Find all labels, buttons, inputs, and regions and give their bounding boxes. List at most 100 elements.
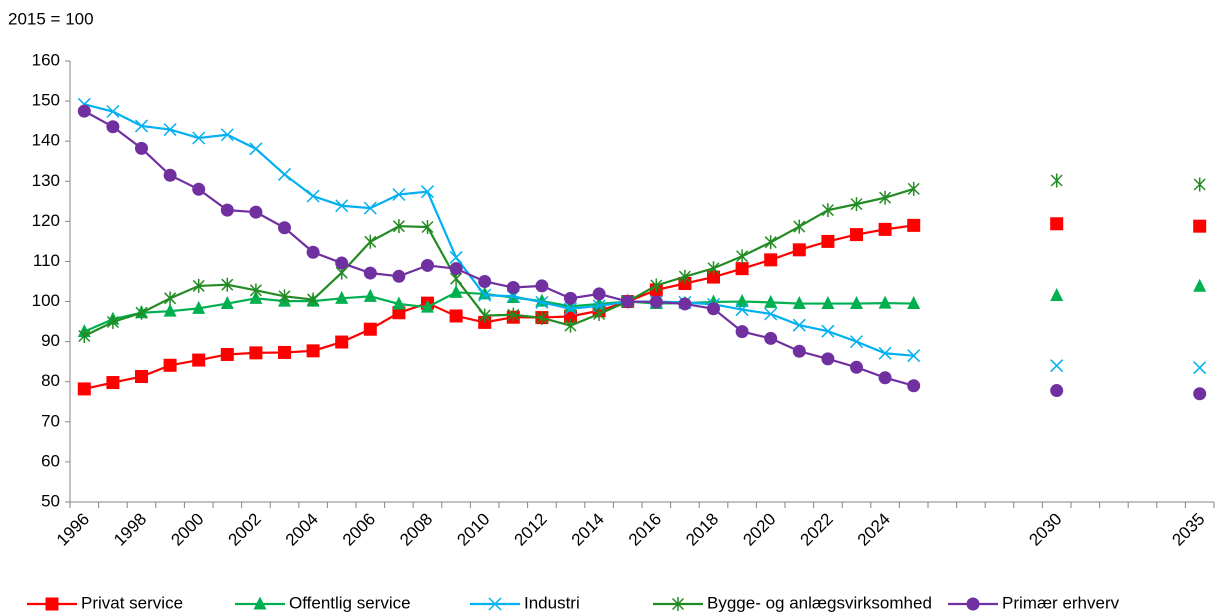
data-point: [449, 262, 463, 276]
data-point: [77, 104, 91, 118]
data-point: [907, 379, 921, 393]
data-point: [792, 344, 806, 358]
y-tick-label: 150: [32, 91, 60, 110]
data-point: [821, 203, 834, 218]
data-point: [335, 335, 349, 349]
data-point: [420, 185, 435, 199]
data-point: [535, 279, 549, 293]
data-point: [163, 168, 177, 182]
x-tick-label: 2012: [511, 509, 551, 549]
y-tick-label: 100: [32, 291, 60, 310]
data-point: [392, 187, 406, 202]
data-point: [792, 243, 806, 257]
data-point: [192, 353, 206, 367]
data-point: [1050, 359, 1064, 373]
data-point: [793, 219, 806, 234]
data-point: [535, 293, 549, 307]
legend-marker: [671, 597, 685, 611]
data-point: [192, 278, 205, 293]
data-point: [564, 318, 577, 333]
data-point: [78, 329, 91, 344]
data-point: [764, 294, 778, 308]
data-point: [135, 305, 148, 320]
data-point: [1193, 387, 1207, 401]
legend-label: Primær erhverv: [1002, 593, 1120, 612]
x-tick-label: 2002: [225, 509, 265, 549]
data-point: [735, 325, 749, 339]
data-point: [1050, 288, 1064, 302]
data-point: [593, 306, 606, 321]
data-point: [1193, 219, 1207, 233]
data-point: [907, 218, 921, 232]
data-point: [249, 205, 263, 219]
data-point: [592, 287, 606, 301]
data-point: [134, 119, 149, 133]
data-point: [821, 234, 835, 248]
data-point: [850, 360, 863, 374]
data-point: [421, 219, 434, 234]
x-tick-label: 2000: [167, 509, 207, 549]
legend-marker: [253, 596, 267, 610]
y-tick-label: 70: [41, 411, 60, 430]
data-point: [535, 310, 548, 325]
data-point: [1050, 384, 1064, 398]
data-point: [821, 352, 835, 366]
data-point: [221, 277, 234, 292]
data-point: [106, 120, 120, 134]
data-point: [392, 269, 406, 283]
data-point: [192, 131, 206, 145]
data-point: [878, 371, 892, 385]
data-point: [449, 284, 463, 298]
legend-label: Privat service: [81, 593, 183, 612]
data-point: [249, 142, 263, 156]
data-point: [564, 298, 577, 312]
data-point: [764, 331, 778, 345]
data-point: [878, 346, 892, 360]
data-point: [478, 286, 492, 300]
data-point: [1193, 361, 1207, 375]
data-point: [792, 318, 806, 332]
data-point: [707, 302, 720, 316]
data-point: [821, 324, 835, 338]
data-point: [192, 182, 206, 196]
data-point: [678, 297, 692, 311]
x-tick-label: 2008: [396, 509, 436, 549]
data-point: [878, 222, 892, 236]
data-point: [278, 345, 291, 359]
data-point: [535, 295, 549, 309]
data-point: [306, 245, 320, 259]
x-tick-label: 2020: [739, 509, 779, 549]
data-point: [278, 289, 291, 304]
data-point: [220, 296, 234, 310]
data-point: [335, 290, 349, 304]
data-point: [1050, 173, 1063, 188]
data-point: [792, 296, 806, 310]
data-point: [1193, 278, 1207, 292]
data-point: [135, 141, 148, 155]
data-point: [163, 123, 177, 137]
data-point: [478, 308, 491, 323]
data-point: [363, 322, 377, 336]
data-point: [449, 250, 463, 264]
legend-label: Offentlig service: [289, 593, 411, 612]
data-point: [478, 275, 492, 288]
y-tick-label: 160: [32, 50, 60, 69]
data-point: [77, 382, 91, 396]
y-tick-label: 110: [33, 251, 60, 270]
data-point: [306, 189, 320, 203]
data-point: [135, 370, 148, 384]
data-point: [879, 190, 892, 205]
data-point: [163, 303, 177, 317]
data-point: [506, 281, 520, 295]
data-point: [106, 376, 120, 390]
series-line: [84, 184, 1199, 336]
data-point: [192, 300, 206, 314]
legend-marker: [45, 597, 59, 611]
legend-label: Bygge- og anlægsvirksomhed: [707, 593, 932, 612]
data-point: [306, 344, 320, 358]
data-point: [364, 234, 377, 249]
data-point: [363, 201, 377, 215]
data-point: [563, 302, 578, 316]
